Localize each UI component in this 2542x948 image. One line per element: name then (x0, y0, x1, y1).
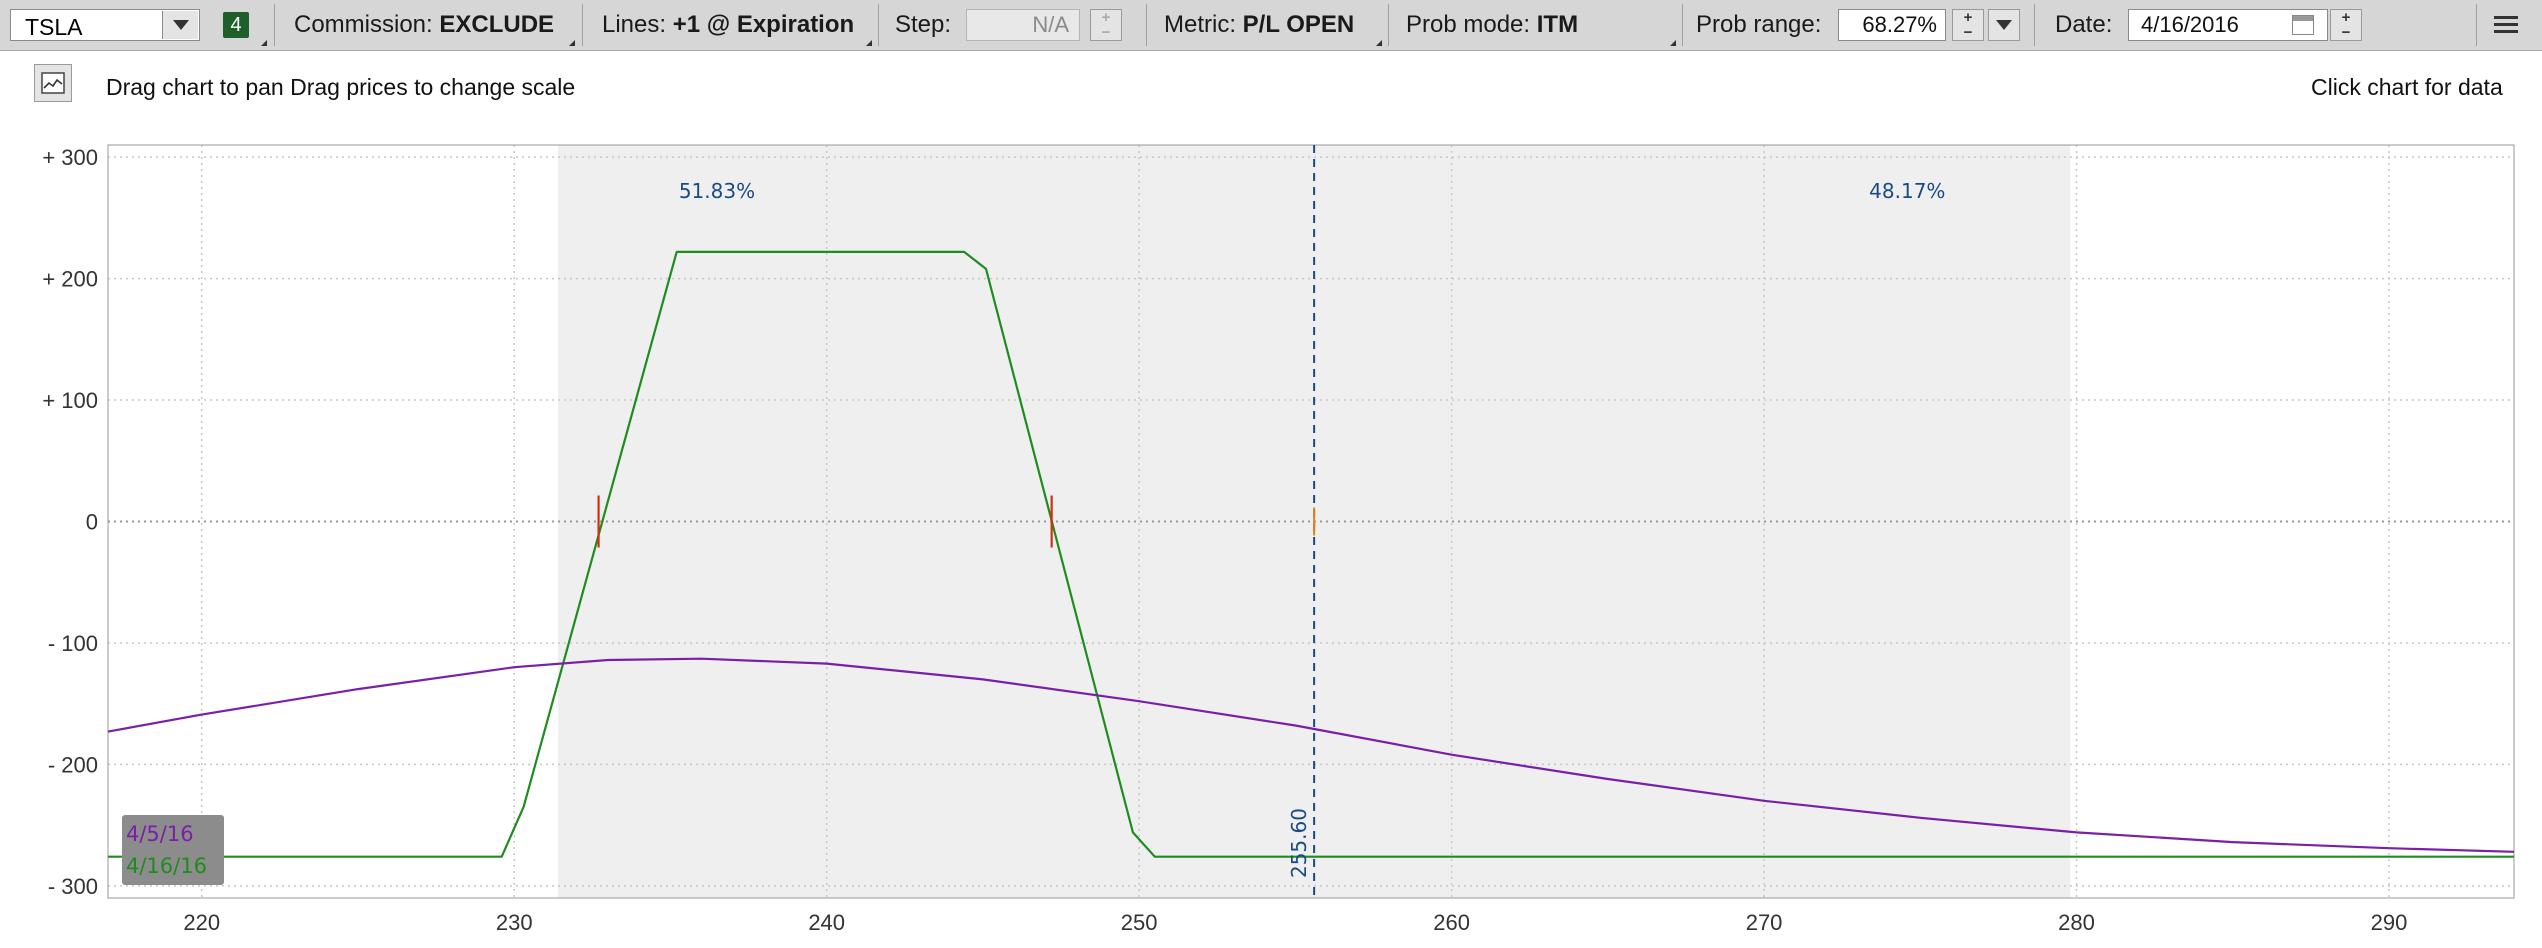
prob-range-stepper[interactable]: + − (1952, 9, 1984, 41)
toolbar-divider (2476, 4, 2477, 46)
instructions-text: Drag chart to pan Drag prices to change … (106, 74, 576, 100)
lines-value: +1 @ Expiration (672, 11, 855, 38)
lines-control[interactable]: Lines: +1 @ Expiration (602, 12, 854, 38)
chevron-down-icon (173, 20, 189, 30)
prob-mode-label: Prob mode: (1406, 11, 1531, 38)
metric-control[interactable]: Metric: P/L OPEN (1164, 12, 1354, 38)
probability-right-label: 48.17% (1869, 179, 1945, 203)
y-axis: + 300 + 200 + 100 0 - 100 - 200 - 300 (42, 145, 98, 899)
legend-box (122, 815, 224, 885)
chevron-down-icon (1996, 20, 2012, 30)
prob-mode-value: ITM (1536, 11, 1579, 38)
lines-label: Lines: (602, 11, 667, 38)
toolbar-divider (2034, 4, 2035, 46)
marker-layer: 255.60 (597, 145, 1316, 898)
link-group-badge[interactable]: 4 (223, 12, 249, 38)
calendar-icon[interactable] (2292, 15, 2314, 35)
commission-control[interactable]: Commission: EXCLUDE (294, 12, 554, 38)
x-tick-label: 220 (183, 910, 220, 935)
toolbar-divider (1682, 4, 1683, 46)
series-line-4-5-16 (107, 657, 2515, 853)
symbol-value: TSLA (25, 14, 83, 40)
commission-label: Commission: (294, 11, 433, 38)
y-tick-label: + 100 (42, 388, 98, 413)
x-axis: 220 230 240 250 260 270 280 290 (183, 910, 2407, 935)
step-stepper[interactable]: + − (1090, 9, 1122, 41)
y-tick-label: - 300 (48, 874, 98, 899)
metric-label: Metric: (1164, 11, 1236, 38)
toolbar-divider (1388, 4, 1389, 46)
x-tick-label: 290 (2371, 910, 2408, 935)
y-tick-label: 0 (86, 510, 98, 535)
menu-icon[interactable] (2494, 14, 2518, 36)
toolbar-divider (1146, 4, 1147, 46)
minus-icon: − (1101, 24, 1111, 41)
commission-value: EXCLUDE (439, 11, 555, 38)
pl-chart[interactable]: 51.83% 48.17% + 300 + 200 + 100 0 - 100 - 200 -… (0, 135, 2542, 948)
date-label: Date: (2055, 11, 2113, 38)
probability-left-label: 51.83% (679, 179, 755, 203)
series-layer (107, 250, 2515, 858)
x-tick-label: 230 (496, 910, 533, 935)
toolbar: TSLA 4 Commission: EXCLUDE Lines: +1 @ E… (0, 0, 2542, 51)
x-tick-label: 260 (1433, 910, 1470, 935)
y-tick-label: + 200 (42, 267, 98, 292)
y-tick-label: - 200 (48, 752, 98, 777)
plus-icon: + (1963, 9, 1973, 26)
prob-mode-control[interactable]: Prob mode: ITM (1406, 12, 1578, 38)
corner-marker-icon (261, 40, 267, 46)
legend: 4/5/16 4/16/16 (122, 815, 224, 885)
legend-entry: 4/16/16 (126, 854, 207, 878)
grid-layer (108, 145, 2514, 898)
legend-entry: 4/5/16 (126, 822, 194, 846)
plot-frame (107, 144, 2515, 899)
corner-marker-icon (1670, 40, 1676, 46)
y-tick-label: + 300 (42, 145, 98, 170)
corner-marker-icon (569, 40, 575, 46)
toolbar-divider (274, 4, 275, 46)
date-stepper[interactable]: + − (2330, 9, 2362, 41)
series-line-4-16-16 (108, 250, 2514, 858)
step-input[interactable]: N/A (966, 9, 1080, 41)
y-tick-label: - 100 (48, 631, 98, 656)
click-hint-text: Click chart for data (2311, 74, 2503, 100)
plus-icon: + (2341, 9, 2351, 26)
minus-icon: − (2341, 24, 2351, 41)
plus-icon: + (1101, 9, 1111, 26)
corner-marker-icon (866, 40, 872, 46)
toolbar-divider (878, 4, 879, 46)
prob-range-dropdown[interactable] (1988, 9, 2020, 41)
corner-marker-icon (1376, 40, 1382, 46)
x-tick-label: 240 (808, 910, 845, 935)
symbol-dropdown-button[interactable] (162, 11, 198, 39)
metric-value: P/L OPEN (1242, 11, 1355, 38)
info-bar (0, 51, 2542, 135)
x-tick-label: 280 (2058, 910, 2095, 935)
toolbar-divider (582, 4, 583, 46)
minus-icon: − (1963, 24, 1973, 41)
prob-range-label: Prob range: (1696, 11, 1822, 38)
x-tick-label: 270 (1746, 910, 1783, 935)
current-price-label: 255.60 (1287, 808, 1311, 878)
chart-settings-button[interactable] (34, 64, 72, 102)
step-label: Step: (895, 11, 952, 38)
prob-range-input[interactable]: 68.27% (1838, 9, 1946, 41)
chart-icon (41, 72, 65, 94)
x-tick-label: 250 (1121, 910, 1158, 935)
